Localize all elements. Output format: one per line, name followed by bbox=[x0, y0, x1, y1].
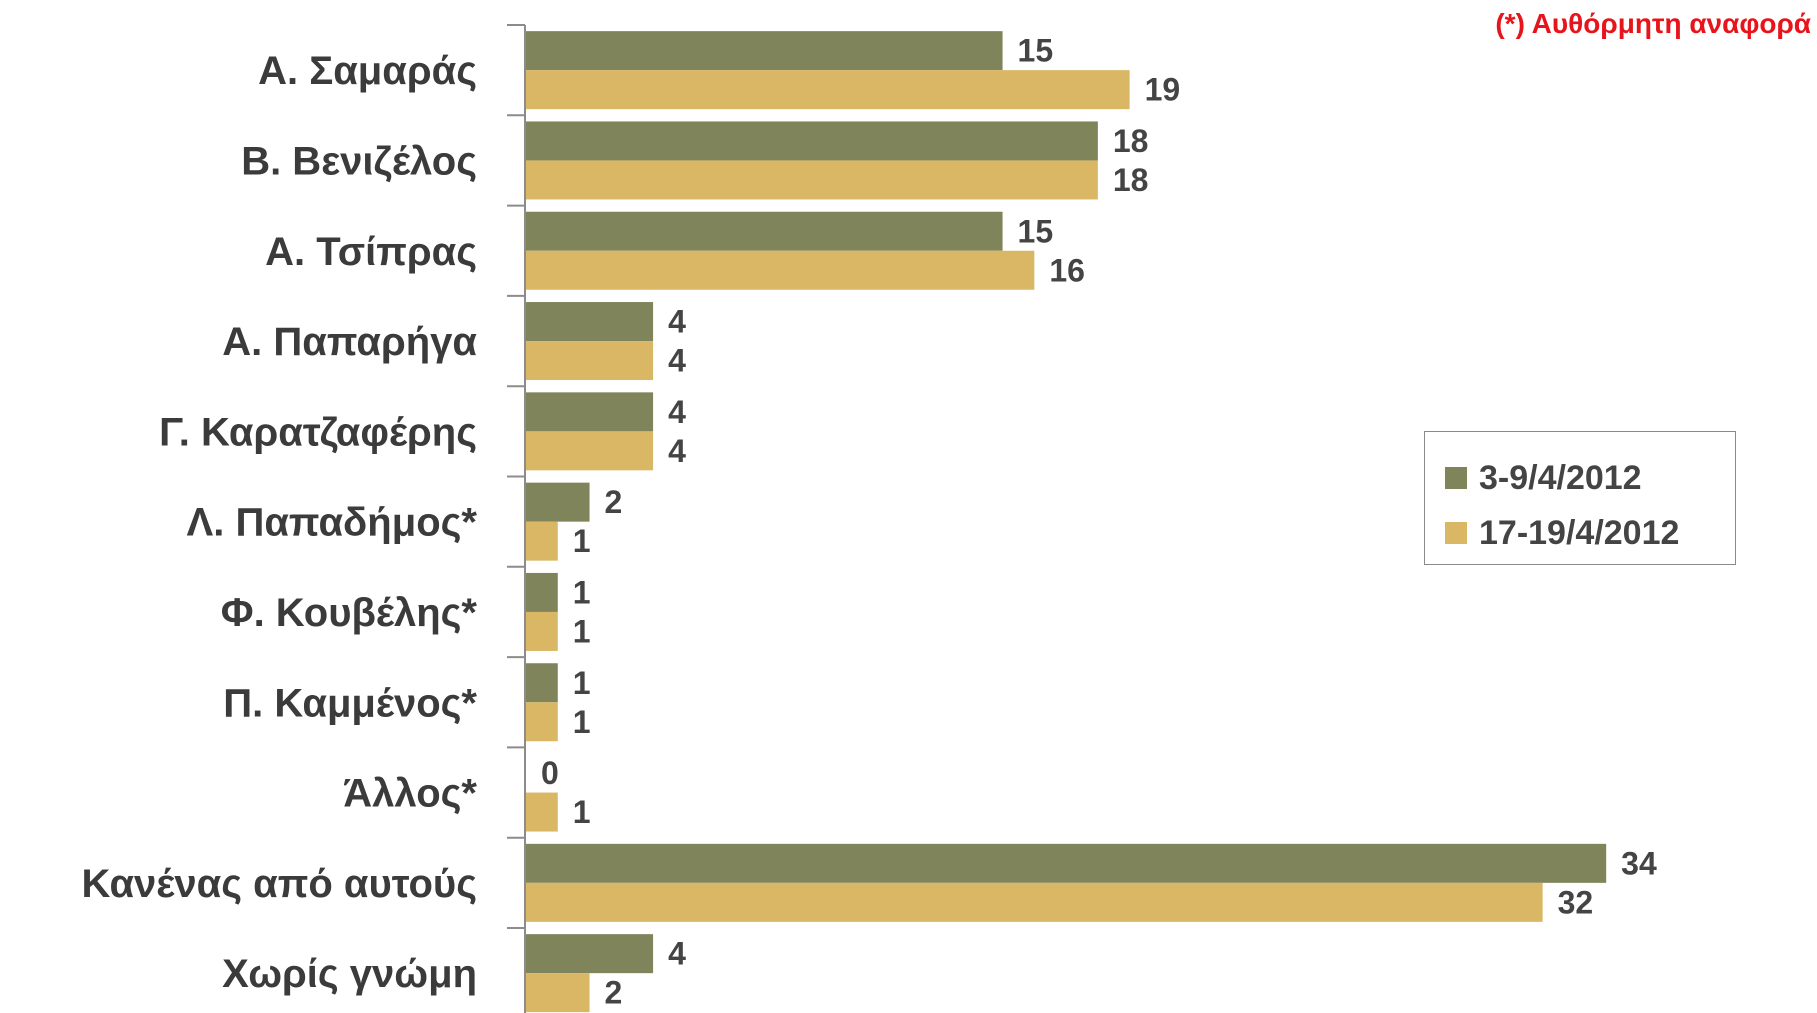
legend-label-series-1: 3-9/4/2012 bbox=[1479, 458, 1642, 497]
legend-item-series-2: 17-19/4/2012 bbox=[1445, 513, 1679, 553]
data-label-series-2: 4 bbox=[668, 343, 686, 379]
data-label-series-2: 1 bbox=[573, 523, 591, 559]
data-label-series-2: 2 bbox=[605, 975, 623, 1011]
category-label: Β. Βενιζέλος bbox=[241, 139, 477, 183]
bar-series-2 bbox=[526, 250, 1035, 290]
data-label-series-1: 4 bbox=[668, 936, 686, 972]
legend: 3-9/4/2012 17-19/4/2012 bbox=[1424, 431, 1736, 565]
category-label: Κανένας από αυτούς bbox=[82, 862, 478, 906]
legend-label-series-2: 17-19/4/2012 bbox=[1479, 513, 1680, 552]
bar-series-1 bbox=[526, 572, 558, 612]
category-label: Λ. Παπαδήμος* bbox=[187, 501, 478, 545]
category-label: Π. Καμμένος* bbox=[223, 681, 477, 725]
data-label-series-1: 1 bbox=[573, 574, 591, 610]
bar-series-1 bbox=[526, 211, 1003, 251]
data-label-series-1: 18 bbox=[1113, 123, 1149, 159]
data-label-series-1: 4 bbox=[668, 304, 686, 340]
bar-series-2 bbox=[526, 160, 1098, 200]
bar-series-2 bbox=[526, 431, 654, 471]
category-label: Γ. Καρατζαφέρης bbox=[159, 410, 477, 454]
bar-series-2 bbox=[526, 611, 558, 651]
category-label: Άλλος* bbox=[343, 772, 477, 816]
bar-series-1 bbox=[526, 31, 1003, 71]
category-label: Α. Σαμαράς bbox=[258, 49, 477, 93]
data-label-series-2: 1 bbox=[573, 704, 591, 740]
data-label-series-2: 16 bbox=[1049, 252, 1085, 288]
bar-series-2 bbox=[526, 792, 558, 832]
legend-swatch-series-2 bbox=[1445, 522, 1467, 544]
bar-series-2 bbox=[526, 70, 1130, 110]
data-label-series-2: 4 bbox=[668, 433, 686, 469]
spontaneous-mention-note: (*) Αυθόρμητη αναφορά bbox=[1495, 8, 1811, 39]
category-label: Α. Τσίπρας bbox=[265, 230, 477, 274]
bar-series-2 bbox=[526, 882, 1543, 922]
data-label-series-1: 4 bbox=[668, 394, 686, 430]
bar-series-1 bbox=[526, 392, 654, 432]
category-label: Α. Παπαρήγα bbox=[222, 320, 477, 364]
data-label-series-2: 1 bbox=[573, 613, 591, 649]
data-label-series-2: 1 bbox=[573, 794, 591, 830]
bar-series-1 bbox=[526, 843, 1607, 883]
bar-series-1 bbox=[526, 121, 1098, 161]
legend-item-series-1: 3-9/4/2012 bbox=[1445, 458, 1642, 498]
bar-series-1 bbox=[526, 302, 654, 342]
data-label-series-1: 34 bbox=[1621, 845, 1657, 881]
category-label: Χωρίς γνώμη bbox=[222, 952, 477, 996]
bar-series-1 bbox=[526, 663, 558, 703]
data-label-series-1: 15 bbox=[1018, 213, 1054, 249]
bar-series-2 bbox=[526, 973, 590, 1013]
legend-swatch-series-1 bbox=[1445, 467, 1467, 489]
data-label-series-2: 19 bbox=[1145, 72, 1181, 108]
data-label-series-1: 0 bbox=[541, 755, 559, 791]
bar-series-1 bbox=[526, 934, 654, 974]
category-label: Φ. Κουβέλης* bbox=[221, 591, 478, 635]
bar-series-2 bbox=[526, 521, 558, 561]
bar-series-2 bbox=[526, 341, 654, 381]
data-label-series-2: 18 bbox=[1113, 162, 1149, 198]
bar-series-1 bbox=[526, 482, 590, 522]
data-label-series-2: 32 bbox=[1558, 884, 1594, 920]
data-label-series-1: 2 bbox=[605, 484, 623, 520]
data-label-series-1: 1 bbox=[573, 665, 591, 701]
data-label-series-1: 15 bbox=[1018, 33, 1054, 69]
bar-series-2 bbox=[526, 702, 558, 742]
